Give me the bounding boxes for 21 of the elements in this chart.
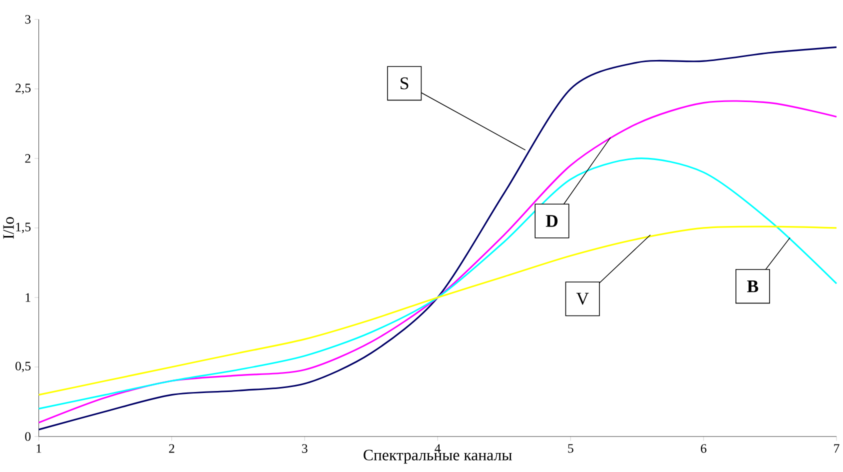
y-tick-label: 2 xyxy=(25,154,30,163)
y-tick-label: 2,5 xyxy=(16,84,31,94)
y-tick-label: 0,5 xyxy=(16,362,31,372)
line-series xyxy=(38,158,838,410)
x-tick-label: 1 xyxy=(36,444,42,453)
line-series xyxy=(38,46,838,431)
y-tick-label: 1,5 xyxy=(16,222,31,234)
y-axis-title: I/Io xyxy=(3,217,14,239)
line-series xyxy=(38,226,838,396)
x-tick-label: 3 xyxy=(302,444,308,454)
y-tick-label: 1 xyxy=(26,293,30,302)
annotation: D xyxy=(546,215,558,228)
x-tick-label: 7 xyxy=(834,444,840,453)
annotation: B xyxy=(747,280,758,292)
y-tick-label: 0 xyxy=(25,432,31,442)
annotation: V xyxy=(576,293,589,305)
annotation: S xyxy=(400,78,408,90)
x-tick-label: 5 xyxy=(568,444,574,453)
x-tick-label: 6 xyxy=(700,444,706,454)
y-tick-label: 3 xyxy=(25,15,31,24)
x-tick-label: 2 xyxy=(169,444,174,453)
